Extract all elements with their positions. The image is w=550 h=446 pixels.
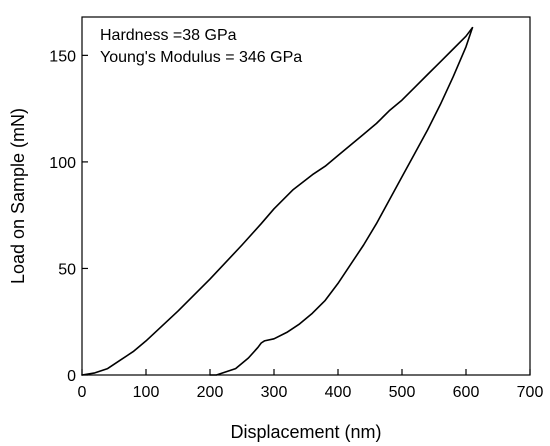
x-tick-label-700: 700 xyxy=(517,384,544,401)
x-axis-ticks: 0 100 200 300 400 500 600 700 xyxy=(78,369,544,401)
y-axis-label: Load on Sample (mN) xyxy=(8,108,28,284)
x-tick-label-400: 400 xyxy=(325,384,352,401)
x-tick-label-0: 0 xyxy=(78,384,87,401)
annotation-youngs-modulus: Young's Modulus = 346 GPa xyxy=(100,49,302,66)
unloading-curve xyxy=(209,26,474,376)
annotation-hardness: Hardness =38 GPa xyxy=(100,27,237,44)
x-tick-label-100: 100 xyxy=(133,384,160,401)
x-tick-label-200: 200 xyxy=(197,384,224,401)
plot-frame xyxy=(81,16,531,376)
x-tick-label-300: 300 xyxy=(261,384,288,401)
y-tick-label-100: 100 xyxy=(49,155,76,172)
y-tick-label-50: 50 xyxy=(58,261,76,278)
y-tick-label-150: 150 xyxy=(49,48,76,65)
x-axis-label: Displacement (nm) xyxy=(230,422,381,442)
x-tick-label-600: 600 xyxy=(453,384,480,401)
x-tick-label-500: 500 xyxy=(389,384,416,401)
loading-curve xyxy=(81,26,474,376)
curves xyxy=(81,26,474,376)
y-axis-ticks: 0 50 100 150 xyxy=(49,48,88,385)
y-tick-label-0: 0 xyxy=(67,368,76,385)
